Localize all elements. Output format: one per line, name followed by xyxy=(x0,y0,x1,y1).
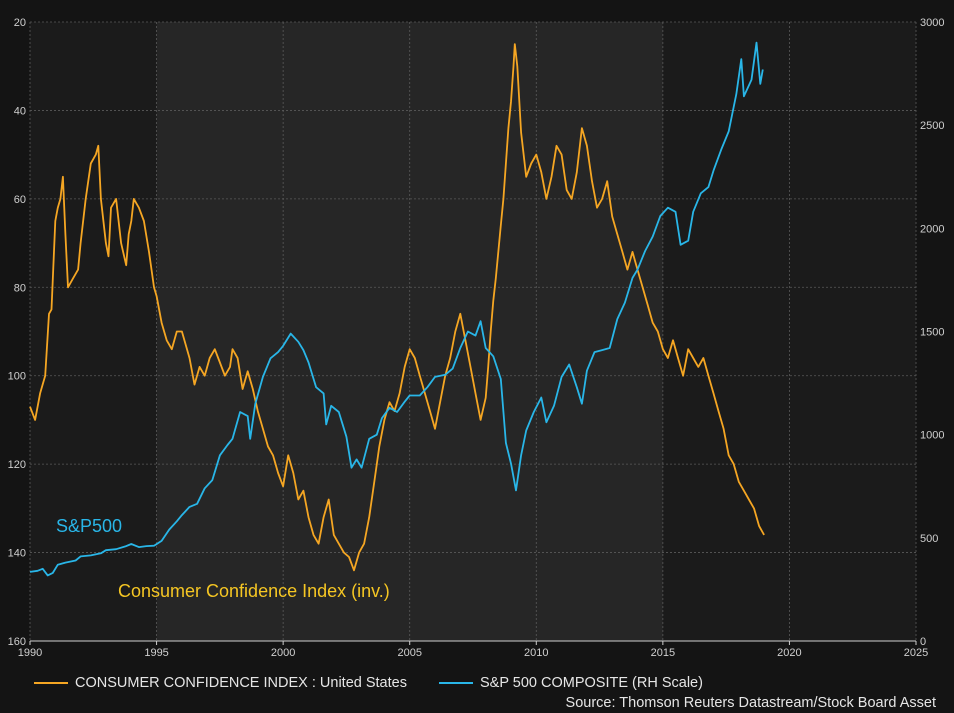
x-tick-label: 2000 xyxy=(271,647,295,659)
legend-label-cci: CONSUMER CONFIDENCE INDEX : United State… xyxy=(75,675,407,691)
right-axis: 0 500 1000 1500 2000 2500 3000 xyxy=(920,17,944,648)
right-tick-label: 500 xyxy=(920,533,938,545)
left-axis: 20 40 60 80 100 120 140 160 xyxy=(8,17,26,648)
x-tick-label: 1990 xyxy=(18,647,42,659)
legend-item-cci: CONSUMER CONFIDENCE INDEX : United State… xyxy=(34,675,407,691)
cci-annotation: Consumer Confidence Index (inv.) xyxy=(118,581,390,601)
x-tick-label: 2005 xyxy=(397,647,421,659)
right-tick-label: 2500 xyxy=(920,120,944,132)
x-tick-label: 2020 xyxy=(777,647,801,659)
sp500-annotation: S&P500 xyxy=(56,516,122,536)
left-tick-label: 80 xyxy=(14,282,26,294)
left-tick-label: 140 xyxy=(8,548,26,560)
legend-label-sp500: S&P 500 COMPOSITE (RH Scale) xyxy=(480,675,703,691)
sp500-swatch xyxy=(439,682,473,684)
x-tick-label: 2015 xyxy=(651,647,675,659)
source-note: Source: Thomson Reuters Datastream/Stock… xyxy=(565,695,936,711)
left-tick-label: 60 xyxy=(14,194,26,206)
cci-swatch xyxy=(34,682,68,684)
x-tick-label: 1995 xyxy=(144,647,168,659)
right-tick-label: 1500 xyxy=(920,327,944,339)
x-tick-label: 2010 xyxy=(524,647,548,659)
x-tick-label: 2025 xyxy=(904,647,928,659)
x-axis: 1990 1995 2000 2005 2010 2015 2020 2025 xyxy=(18,640,928,659)
legend-item-sp500: S&P 500 COMPOSITE (RH Scale) xyxy=(439,675,703,691)
left-tick-label: 40 xyxy=(14,105,26,117)
gridlines xyxy=(29,21,917,642)
left-tick-label: 20 xyxy=(14,17,26,29)
series-layer xyxy=(29,41,765,577)
left-tick-label: 100 xyxy=(8,371,26,383)
right-tick-label: 0 xyxy=(920,636,926,648)
right-tick-label: 3000 xyxy=(920,17,944,29)
right-tick-label: 2000 xyxy=(920,223,944,235)
left-tick-label: 120 xyxy=(8,459,26,471)
left-tick-label: 160 xyxy=(8,636,26,648)
legend: CONSUMER CONFIDENCE INDEX : United State… xyxy=(34,672,731,691)
right-tick-label: 1000 xyxy=(920,430,944,442)
sp500-line xyxy=(29,41,764,577)
